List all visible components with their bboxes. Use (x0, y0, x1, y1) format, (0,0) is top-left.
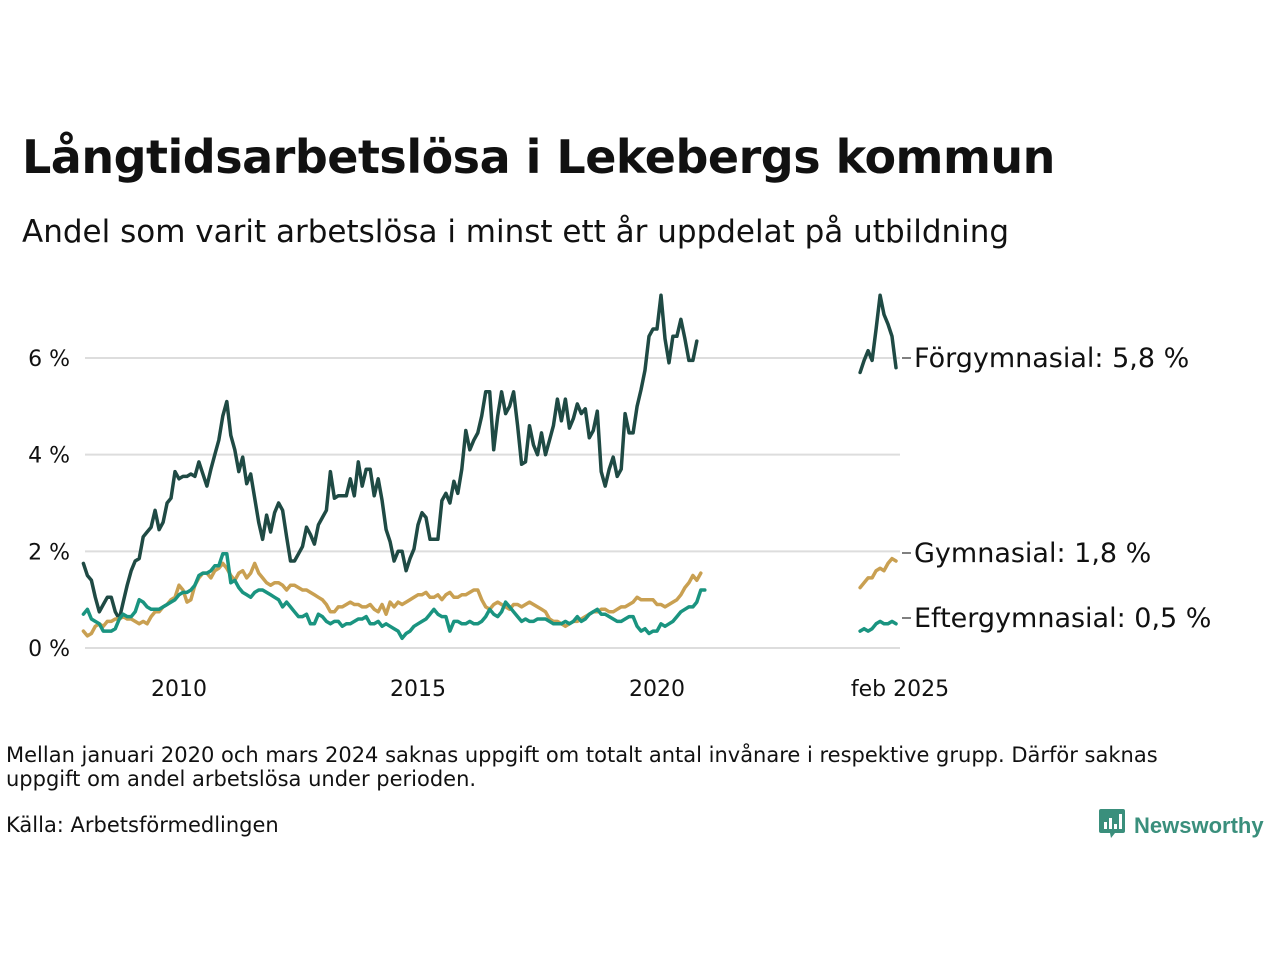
x-tick-label: 2010 (151, 677, 207, 702)
chart-subtitle: Andel som varit arbetslösa i minst ett å… (22, 214, 1010, 250)
series-line-eftergymnasial-segment-1 (858, 619, 898, 633)
series-line-forgymnasial-segment-1 (858, 293, 898, 375)
series-end-labels: Förgymnasial: 5,8 % Gymnasial: 1,8 % Efter… (902, 343, 1211, 634)
end-label-eftergymnasial: Eftergymnasial: 0,5 % (914, 603, 1211, 634)
y-tick-label: 4 % (28, 444, 70, 469)
y-tick-label: 2 % (28, 540, 70, 565)
source-text: Källa: Arbetsförmedlingen (6, 813, 279, 837)
footnote: Mellan januari 2020 och mars 2024 saknas… (6, 743, 1158, 791)
series-line-forgymnasial-segment-0 (81, 293, 699, 621)
x-tick-label: 2015 (390, 677, 446, 702)
x-tick-label: 2020 (629, 677, 685, 702)
y-tick-label: 6 % (28, 347, 70, 372)
brand-name: Newsworthy (1134, 813, 1264, 838)
bar-chart-speech-icon (1098, 808, 1126, 844)
series-lines (81, 293, 898, 641)
end-label-forgymnasial: Förgymnasial: 5,8 % (914, 343, 1189, 374)
newsworthy-logo: Newsworthy (1098, 808, 1264, 844)
x-axis-labels: 2010 2015 2020 feb 2025 (151, 677, 949, 702)
grid-lines (85, 357, 900, 649)
y-axis-labels: 0 % 2 % 4 % 6 % (28, 347, 70, 662)
x-tick-label: feb 2025 (851, 677, 949, 702)
series-line-eftergymnasial-segment-0 (81, 552, 707, 641)
line-chart: 0 % 2 % 4 % 6 % 2010 2015 2020 feb 2025 Förgym… (28, 293, 1211, 702)
series-line-gymnasial-segment-1 (858, 556, 898, 590)
chart-title: Långtidsarbetslösa i Lekebergs kommun (22, 130, 1055, 184)
y-tick-label: 0 % (28, 637, 70, 662)
end-label-gymnasial: Gymnasial: 1,8 % (914, 538, 1151, 569)
